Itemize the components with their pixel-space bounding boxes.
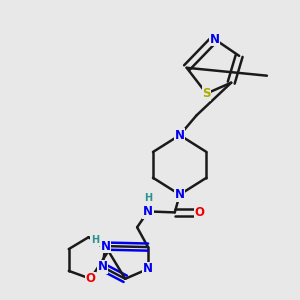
Text: O: O bbox=[85, 272, 96, 285]
Text: N: N bbox=[100, 240, 110, 253]
Text: N: N bbox=[175, 188, 185, 201]
Text: N: N bbox=[143, 205, 153, 218]
Text: N: N bbox=[209, 32, 219, 46]
Text: N: N bbox=[98, 260, 107, 273]
Text: H: H bbox=[144, 193, 152, 203]
Text: S: S bbox=[202, 87, 211, 100]
Text: N: N bbox=[175, 129, 185, 142]
Text: N: N bbox=[143, 262, 153, 275]
Text: H: H bbox=[91, 235, 99, 245]
Text: O: O bbox=[194, 206, 205, 219]
